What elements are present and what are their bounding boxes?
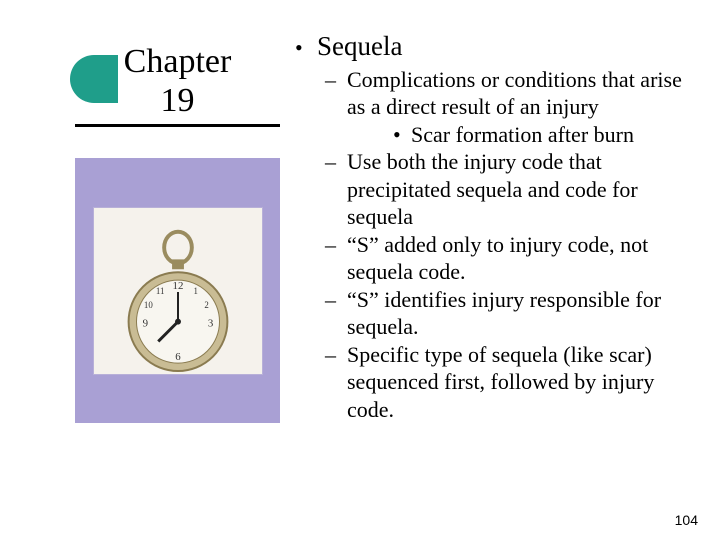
dash-icon: – bbox=[325, 231, 347, 286]
image-panel: 12 3 6 9 1 2 11 10 bbox=[75, 158, 280, 423]
pocket-watch-image: 12 3 6 9 1 2 11 10 bbox=[93, 207, 263, 375]
chapter-heading-block: Chapter 19 bbox=[75, 42, 280, 157]
svg-text:1: 1 bbox=[193, 285, 197, 295]
list-item: – Complications or conditions that arise… bbox=[325, 66, 695, 121]
item-text: Use both the injury code that precipitat… bbox=[347, 148, 695, 231]
svg-text:9: 9 bbox=[142, 317, 147, 329]
svg-text:6: 6 bbox=[175, 351, 181, 363]
left-panel: Chapter 19 bbox=[75, 42, 280, 157]
item-text: Complications or conditions that arise a… bbox=[347, 66, 695, 121]
chapter-title-line1: Chapter bbox=[75, 42, 280, 81]
svg-text:12: 12 bbox=[172, 280, 183, 292]
svg-text:3: 3 bbox=[207, 317, 212, 329]
item-text: “S” identifies injury responsible for se… bbox=[347, 286, 695, 341]
list-item: – “S” added only to injury code, not seq… bbox=[325, 231, 695, 286]
list-item: – “S” identifies injury responsible for … bbox=[325, 286, 695, 341]
heading-text: Sequela bbox=[317, 31, 402, 61]
bullet-level3: • Scar formation after burn bbox=[393, 121, 695, 149]
item-text: Specific type of sequela (like scar) seq… bbox=[347, 341, 695, 424]
bullet-level2-list: – Complications or conditions that arise… bbox=[325, 66, 695, 424]
chapter-title-line2: 19 bbox=[75, 81, 280, 120]
subitem-text: Scar formation after burn bbox=[411, 121, 695, 149]
pocket-watch-icon: 12 3 6 9 1 2 11 10 bbox=[94, 208, 262, 374]
dash-icon: – bbox=[325, 286, 347, 341]
chapter-underline bbox=[75, 124, 280, 127]
list-item: – Specific type of sequela (like scar) s… bbox=[325, 341, 695, 424]
dash-icon: – bbox=[325, 66, 347, 121]
bullet-level1: •Sequela bbox=[295, 30, 695, 64]
page-number: 104 bbox=[675, 512, 698, 528]
list-item: – Use both the injury code that precipit… bbox=[325, 148, 695, 231]
dash-icon: – bbox=[325, 341, 347, 424]
item-text: “S” added only to injury code, not seque… bbox=[347, 231, 695, 286]
dash-icon: – bbox=[325, 148, 347, 231]
svg-text:2: 2 bbox=[204, 299, 208, 309]
chapter-title: Chapter 19 bbox=[75, 42, 280, 120]
svg-text:10: 10 bbox=[143, 299, 152, 309]
svg-text:11: 11 bbox=[155, 285, 164, 295]
content-area: •Sequela – Complications or conditions t… bbox=[295, 30, 695, 423]
bullet-dot: • bbox=[295, 34, 317, 62]
list-item: • Scar formation after burn bbox=[393, 121, 695, 149]
bullet-dot: • bbox=[393, 121, 411, 149]
